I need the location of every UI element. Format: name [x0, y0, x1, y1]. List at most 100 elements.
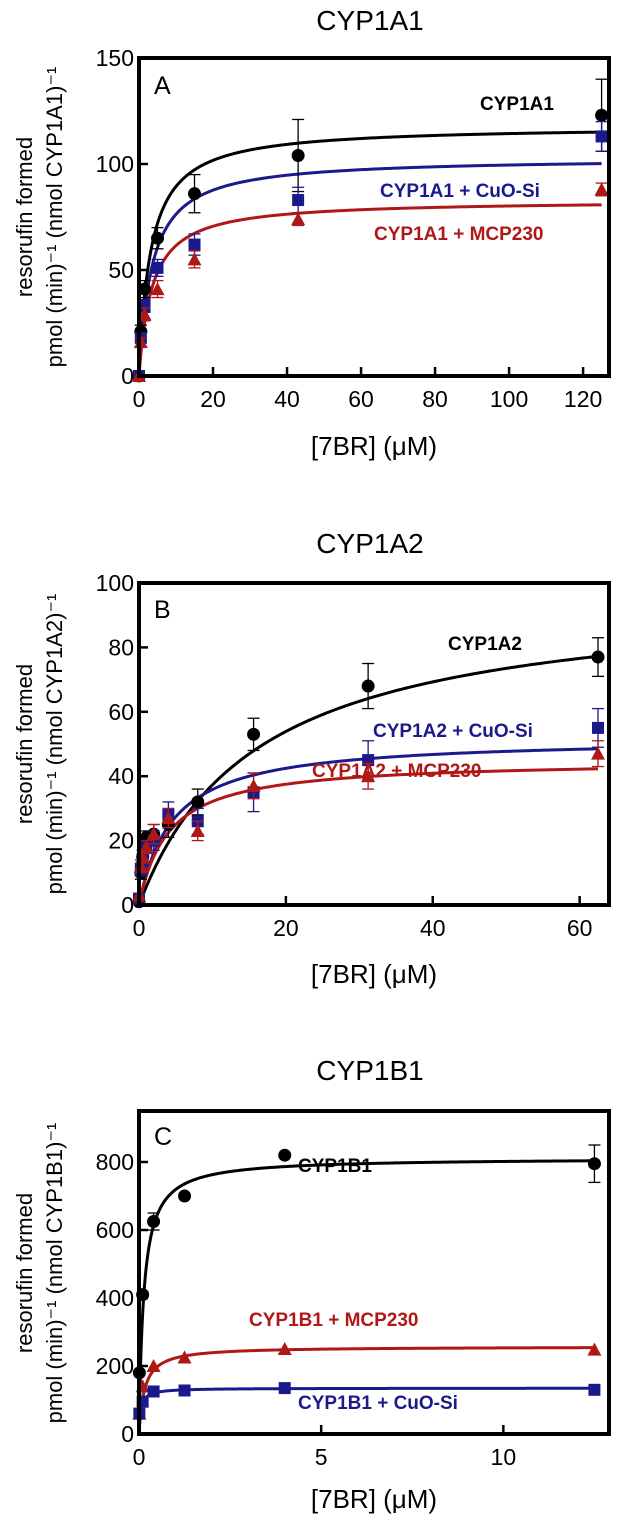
data-point-circle [361, 679, 375, 693]
x-tick-label: 100 [490, 386, 528, 412]
data-point-triangle [146, 827, 161, 841]
y-tick-label: 100 [96, 570, 134, 596]
data-point-circle [138, 282, 152, 296]
panel-cyp1a2: CYP1A2 0 20 40 60 0 20 40 60 80 100 B CYP1A2 CYP1… [12, 528, 611, 989]
x-tick-label: 20 [273, 915, 299, 941]
data-point-triangle [277, 1342, 292, 1355]
x-tick-label: 0 [133, 915, 146, 941]
y-axis-label-bottom: pmol (min)⁻¹ (nmol CYP1A1)⁻¹ [42, 67, 67, 368]
data-point-circle [188, 187, 202, 201]
plot-frame [137, 56, 611, 378]
y-tick-label: 20 [108, 828, 134, 854]
x-tick-label: 80 [422, 386, 448, 412]
panel-title: CYP1B1 [316, 1055, 423, 1086]
x-axis-label: [7BR] (μM) [311, 431, 437, 461]
x-tick-label: 0 [133, 1444, 146, 1470]
panel-cyp1a1: CYP1A1 0 20 40 60 80 100 120 0 50 100 150 A CYP1A1… [12, 5, 611, 461]
data-point-circle [247, 727, 261, 741]
series-label-cyp1a2: CYP1A2 [448, 634, 522, 655]
y-tick-label: 150 [96, 45, 134, 71]
x-tick-label: 120 [564, 386, 602, 412]
data-point-triangle [187, 252, 202, 266]
axes: 0 5 10 0 200 400 600 800 [96, 1149, 517, 1470]
y-tick-label: 400 [96, 1285, 134, 1311]
fit-curve [137, 203, 602, 377]
plot-frame [137, 581, 611, 907]
data-point-triangle [291, 212, 306, 226]
data-point-triangle [590, 746, 605, 760]
data-point-square [292, 194, 305, 207]
x-tick-label: 60 [567, 915, 593, 941]
data-point-circle [278, 1148, 292, 1162]
panel-letter: B [154, 596, 171, 624]
y-axis-label-top: resorufin formed [12, 137, 37, 297]
series-label-cyp1a1-cuo-si: CYP1A1 + CuO-Si [380, 181, 540, 202]
data-marks [132, 1144, 602, 1420]
data-point-circle [191, 795, 205, 809]
panel-title: CYP1A2 [316, 528, 423, 559]
x-tick-label: 5 [315, 1444, 328, 1470]
data-point-triangle [161, 811, 176, 825]
data-point-square [595, 130, 608, 143]
x-axis-label: [7BR] (μM) [311, 1484, 437, 1514]
plot-frame [137, 1109, 611, 1436]
series-label-cyp1a1: CYP1A1 [480, 94, 554, 115]
y-tick-label: 200 [96, 1353, 134, 1379]
data-point-square [278, 1382, 291, 1395]
y-tick-label: 60 [108, 699, 134, 725]
series-label-cyp1a1-mcp230: CYP1A1 + MCP230 [374, 224, 544, 245]
data-point-circle [591, 650, 605, 664]
x-tick-label: 0 [133, 386, 146, 412]
panel-cyp1b1: CYP1B1 0 5 10 0 200 400 600 800 C CYP1B1 CYP1B1… [12, 1055, 611, 1514]
x-tick-label: 40 [420, 915, 446, 941]
fit-curve [137, 1159, 595, 1435]
data-point-circle [178, 1189, 192, 1203]
fit-curve [137, 130, 602, 377]
data-point-circle [291, 149, 305, 163]
x-tick-label: 60 [348, 386, 374, 412]
data-point-square [178, 1384, 191, 1397]
y-tick-label: 80 [108, 634, 134, 660]
series-label-cyp1b1-cuo-si: CYP1B1 + CuO-Si [298, 1393, 458, 1414]
y-tick-label: 0 [121, 363, 134, 389]
x-tick-label: 20 [200, 386, 226, 412]
x-tick-label: 10 [491, 1444, 517, 1470]
data-point-triangle [177, 1350, 192, 1364]
y-tick-label: 600 [96, 1217, 134, 1243]
panel-letter: C [154, 1123, 172, 1151]
y-tick-label: 800 [96, 1149, 134, 1175]
x-axis-label: [7BR] (μM) [311, 959, 437, 989]
series-label-cyp1b1: CYP1B1 [298, 1156, 372, 1177]
data-point-circle [587, 1157, 601, 1171]
data-point-square [147, 1385, 160, 1398]
data-point-triangle [587, 1342, 602, 1356]
data-point-triangle [246, 778, 261, 792]
data-marks [132, 78, 609, 383]
y-tick-label: 40 [108, 763, 134, 789]
data-marks [132, 637, 605, 909]
data-point-triangle [137, 307, 152, 321]
data-point-square [588, 1383, 601, 1396]
data-point-triangle [150, 282, 165, 296]
y-axis-label-bottom: pmol (min)⁻¹ (nmol CYP1B1)⁻¹ [42, 1123, 67, 1424]
data-point-triangle [146, 1359, 161, 1372]
fit-curve [137, 1346, 595, 1435]
series-label-cyp1b1-mcp230: CYP1B1 + MCP230 [249, 1310, 419, 1331]
data-point-circle [147, 1215, 161, 1228]
series-label-cyp1a2-mcp230: CYP1A2 + MCP230 [312, 761, 482, 782]
data-point-triangle [190, 823, 205, 837]
data-point-triangle [594, 182, 609, 196]
data-point-circle [595, 108, 609, 122]
data-point-triangle [139, 840, 154, 854]
series-label-cyp1a2-cuo-si: CYP1A2 + CuO-Si [373, 721, 533, 742]
y-tick-label: 0 [121, 892, 134, 918]
y-tick-label: 50 [108, 257, 134, 283]
panel-letter: A [154, 72, 171, 100]
y-tick-label: 100 [96, 151, 134, 177]
data-point-circle [151, 231, 165, 245]
data-point-square [591, 721, 604, 734]
y-tick-label: 0 [121, 1421, 134, 1447]
data-point-square [151, 261, 164, 274]
panel-title: CYP1A1 [316, 5, 423, 36]
